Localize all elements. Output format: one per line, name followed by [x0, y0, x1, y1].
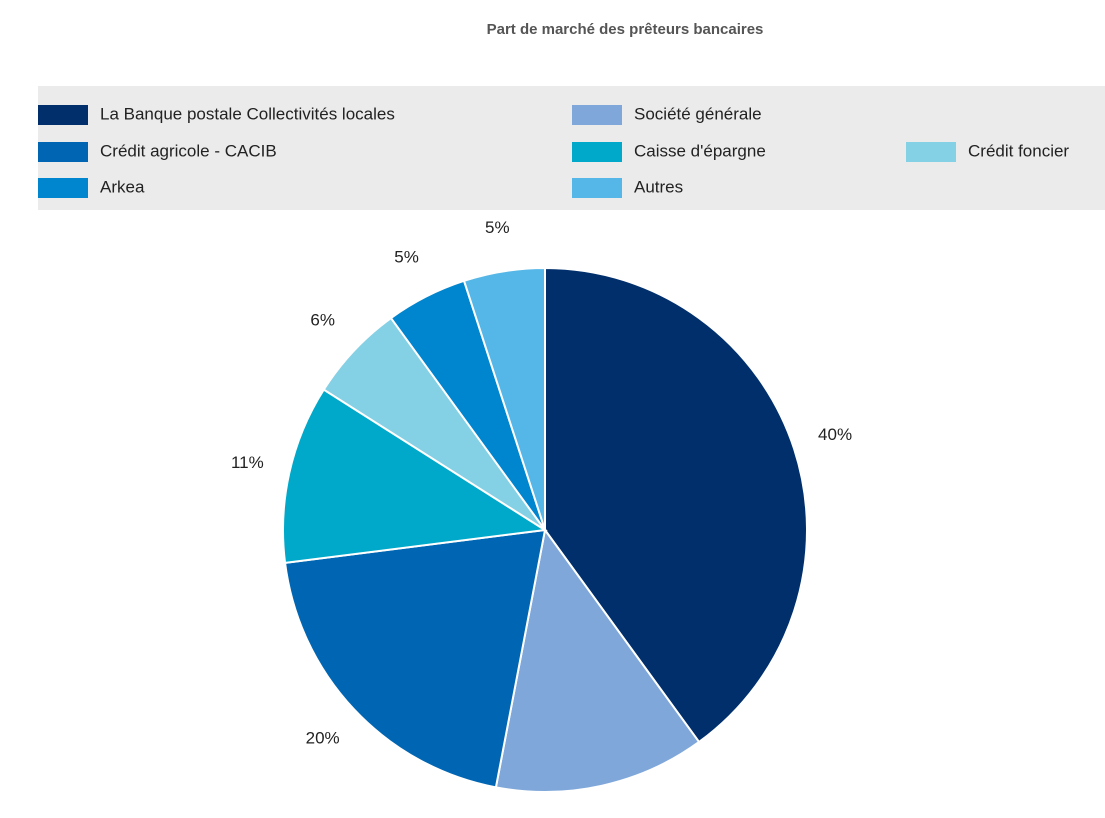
pie-slice [283, 528, 547, 789]
legend-swatch [38, 105, 88, 125]
legend-label: Caisse d'épargne [634, 141, 766, 160]
legend-label: La Banque postale Collectivités locales [100, 104, 395, 123]
legend-label: Société générale [634, 104, 762, 123]
data-label: 6% [310, 311, 335, 330]
legend-label: Crédit foncier [968, 141, 1069, 160]
pie-slice [462, 266, 546, 531]
pie-slice [494, 527, 701, 793]
legend-swatch [38, 142, 88, 162]
pie-slice [544, 266, 808, 744]
data-label: 5% [485, 218, 510, 237]
legend-swatch [906, 142, 956, 162]
pie-slice [282, 388, 548, 564]
data-label: 20% [306, 728, 340, 747]
data-label: 40% [818, 425, 852, 444]
legend-swatch [572, 105, 622, 125]
legend-swatch [572, 142, 622, 162]
data-label: 5% [394, 248, 419, 267]
chart-title: Part de marché des prêteurs bancaires [487, 21, 764, 38]
legend-label: Crédit agricole - CACIB [100, 141, 277, 160]
legend-swatch [38, 178, 88, 198]
legend-swatch [572, 178, 622, 198]
data-label: 11% [231, 453, 264, 472]
legend-label: Arkea [100, 177, 145, 196]
legend-label: Autres [634, 177, 683, 196]
